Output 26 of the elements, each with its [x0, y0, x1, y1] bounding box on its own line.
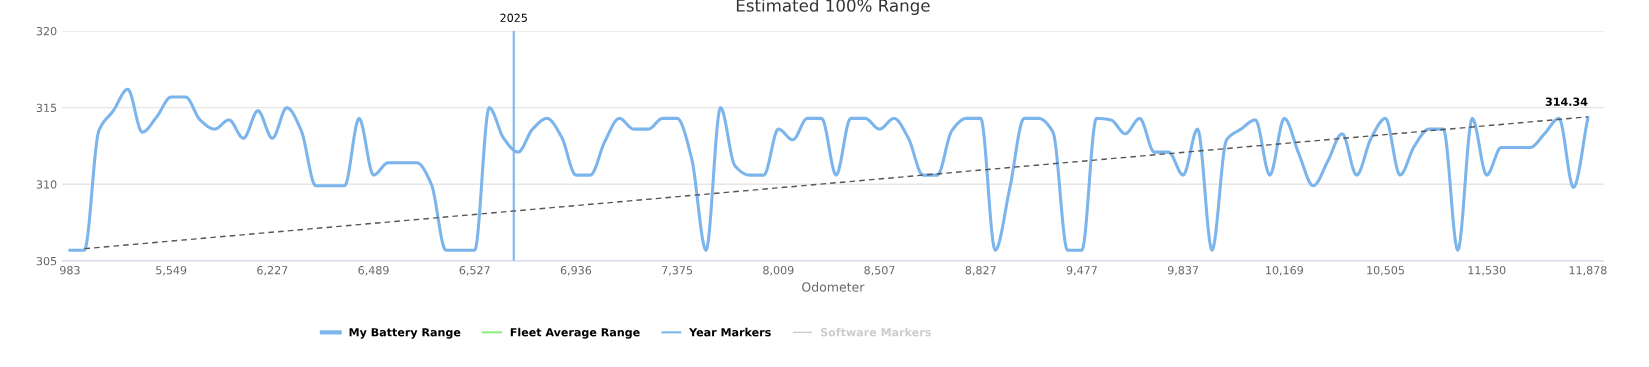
x-tick-label: 6,227: [257, 265, 288, 276]
x-tick-label: 9,477: [1066, 265, 1097, 276]
data-label: 314.34: [1545, 97, 1588, 106]
x-tick-label: 983: [60, 265, 80, 275]
x-axis-title: Odometer: [802, 282, 865, 292]
x-tick-label: 6,489: [358, 265, 389, 276]
legend-label: My Battery Range: [349, 328, 461, 339]
x-tick-label: 5,549: [156, 265, 187, 276]
x-tick-label: 8,507: [864, 265, 895, 276]
x-tick-label: 8,009: [763, 265, 794, 276]
x-tick-label: 10,505: [1367, 265, 1404, 276]
x-tick-label: 8,827: [965, 265, 996, 276]
text: 2025: [500, 13, 527, 22]
legend-label: Fleet Average Range: [510, 327, 640, 339]
y-tick-label: 305: [36, 256, 57, 266]
x-tick-label: 9,837: [1167, 265, 1199, 276]
legend-label: Year Markers: [688, 327, 771, 337]
x-tick-label: 11,530: [1468, 265, 1506, 276]
y-tick-label: 315: [36, 103, 57, 113]
x-tick-label: 6,527: [459, 265, 490, 276]
y-tick-label: 310: [36, 180, 57, 189]
x-tick-label: 7,375: [662, 265, 693, 276]
x-tick-label: 10,169: [1266, 265, 1303, 276]
y-tick-label: 320: [36, 26, 57, 36]
x-tick-label: 6,936: [560, 265, 592, 276]
x-tick-label: 11,878: [1569, 265, 1607, 276]
